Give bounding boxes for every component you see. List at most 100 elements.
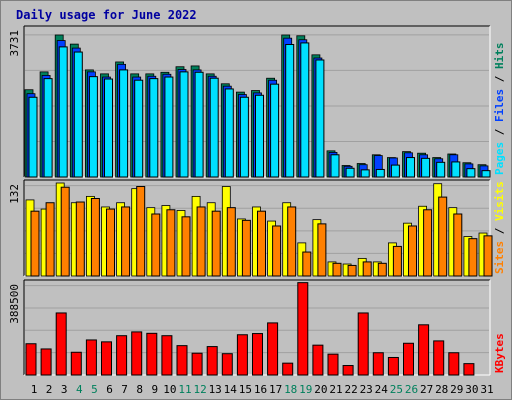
bar-pages-day-14 (224, 88, 234, 178)
bar-sites-day-8 (136, 186, 146, 277)
bar-kbytes-day-10 (161, 335, 173, 376)
bar-kbytes-day-28 (433, 340, 445, 376)
x-tick-label: 27 (420, 383, 433, 396)
bar-kbytes-day-7 (116, 335, 128, 376)
x-axis-ticks: 1 2 3 4 5 6 7 8 9 10 11 12 13 14 15 16 17 18 19 20 21 22 23 24 2… (31, 383, 494, 396)
bar-pages-day-9 (149, 78, 159, 178)
bar-kbytes-day-16 (252, 333, 263, 376)
legend-pages: Pages (493, 142, 506, 175)
x-tick-label: 20 (314, 383, 327, 396)
x-tick-label: 9 (151, 383, 158, 396)
bar-sites-day-7 (121, 206, 131, 277)
x-tick-label: 24 (375, 383, 389, 396)
bar-pages-day-23 (360, 169, 370, 178)
bar-pages-day-16 (255, 94, 264, 178)
y-max-label: 132 (8, 184, 21, 204)
bar-sites-day-13 (211, 210, 221, 277)
x-tick-label: 3 (61, 383, 68, 396)
legend-sites: Sites (493, 241, 506, 274)
legend-hits: Hits (493, 43, 506, 70)
bar-kbytes-day-18 (282, 362, 294, 376)
x-tick-label: 22 (344, 383, 357, 396)
legend-visits: Visits (493, 181, 506, 221)
bar-pages-day-13 (209, 77, 219, 178)
x-tick-label: 19 (299, 383, 312, 396)
bar-pages-day-6 (104, 78, 113, 178)
bar-sites-day-27 (423, 209, 433, 277)
x-tick-label: 28 (435, 383, 448, 396)
bar-kbytes-day-22 (342, 365, 354, 376)
bar-sites-day-26 (408, 225, 417, 277)
bar-sites-day-19 (302, 251, 312, 277)
bar-sites-day-20 (317, 223, 327, 277)
bar-sites-day-25 (392, 245, 402, 277)
bar-sites-day-11 (181, 216, 191, 277)
x-tick-label: 14 (224, 383, 238, 396)
chart-panels: 3731 Pages / Files / Hits 132 Sites / Visit… (8, 25, 506, 376)
x-tick-label: 5 (91, 383, 98, 396)
bar-pages-day-7 (119, 69, 129, 178)
legend-separator: / (493, 69, 506, 89)
x-tick-label: 17 (269, 383, 282, 396)
bar-kbytes-day-9 (146, 332, 158, 376)
chart-title: Daily usage for June 2022 (16, 8, 197, 22)
x-tick-label: 31 (480, 383, 493, 396)
panel-visits-sites: 132 Sites / Visits (8, 179, 506, 277)
x-tick-label: 12 (193, 383, 206, 396)
bar-kbytes-day-24 (372, 352, 384, 376)
bar-kbytes-day-6 (101, 341, 112, 376)
x-tick-label: 30 (465, 383, 478, 396)
bar-kbytes-day-27 (418, 324, 430, 376)
bar-pages-day-25 (390, 164, 400, 178)
bar-pages-day-19 (300, 42, 310, 178)
bar-kbytes-day-1 (25, 343, 37, 376)
x-tick-label: 25 (390, 383, 403, 396)
bar-kbytes-day-26 (403, 342, 414, 376)
bar-pages-day-31 (481, 170, 491, 178)
bar-sites-day-31 (483, 235, 493, 277)
bar-sites-day-17 (272, 225, 282, 277)
x-tick-label: 21 (329, 383, 342, 396)
bar-pages-day-29 (451, 161, 461, 178)
bar-sites-day-4 (75, 201, 85, 277)
bar-kbytes-day-13 (206, 346, 218, 376)
bar-pages-day-12 (194, 71, 204, 178)
x-tick-label: 6 (106, 383, 113, 396)
bar-kbytes-day-11 (176, 345, 188, 376)
bar-sites-day-14 (226, 207, 236, 277)
x-tick-label: 26 (405, 383, 418, 396)
bar-kbytes-day-2 (40, 348, 52, 376)
bar-kbytes-day-3 (55, 312, 67, 376)
bar-pages-day-8 (134, 79, 144, 178)
x-tick-label: 4 (76, 383, 83, 396)
bar-pages-day-26 (406, 157, 415, 178)
bar-pages-day-24 (375, 168, 385, 178)
legend-files: Files (493, 89, 506, 122)
bar-kbytes-day-8 (131, 331, 143, 376)
bar-sites-day-15 (241, 219, 251, 277)
x-tick-label: 29 (450, 383, 463, 396)
bar-sites-day-28 (438, 196, 448, 277)
bar-sites-day-12 (196, 206, 206, 277)
bar-sites-day-22 (347, 264, 357, 277)
bar-kbytes-day-30 (463, 363, 475, 376)
x-tick-label: 2 (46, 383, 53, 396)
x-tick-label: 13 (209, 383, 222, 396)
bar-kbytes-day-4 (70, 351, 82, 376)
panel-hits-files-pages: 3731 Pages / Files / Hits (8, 25, 506, 178)
x-tick-label: 15 (239, 383, 252, 396)
x-tick-label: 23 (360, 383, 373, 396)
bar-pages-day-22 (345, 167, 355, 178)
bar-pages-day-28 (436, 161, 446, 178)
legend-separator: / (493, 221, 506, 241)
legend-kbytes: KBytes (493, 333, 506, 373)
series-legend: KBytes (493, 333, 506, 373)
bar-sites-day-3 (60, 186, 70, 277)
bar-pages-day-10 (164, 76, 174, 178)
y-max-label: 388500 (8, 284, 21, 324)
x-tick-label: 7 (121, 383, 128, 396)
bar-kbytes-day-20 (312, 344, 324, 376)
bar-pages-day-15 (239, 96, 249, 178)
bar-sites-day-9 (151, 213, 161, 277)
